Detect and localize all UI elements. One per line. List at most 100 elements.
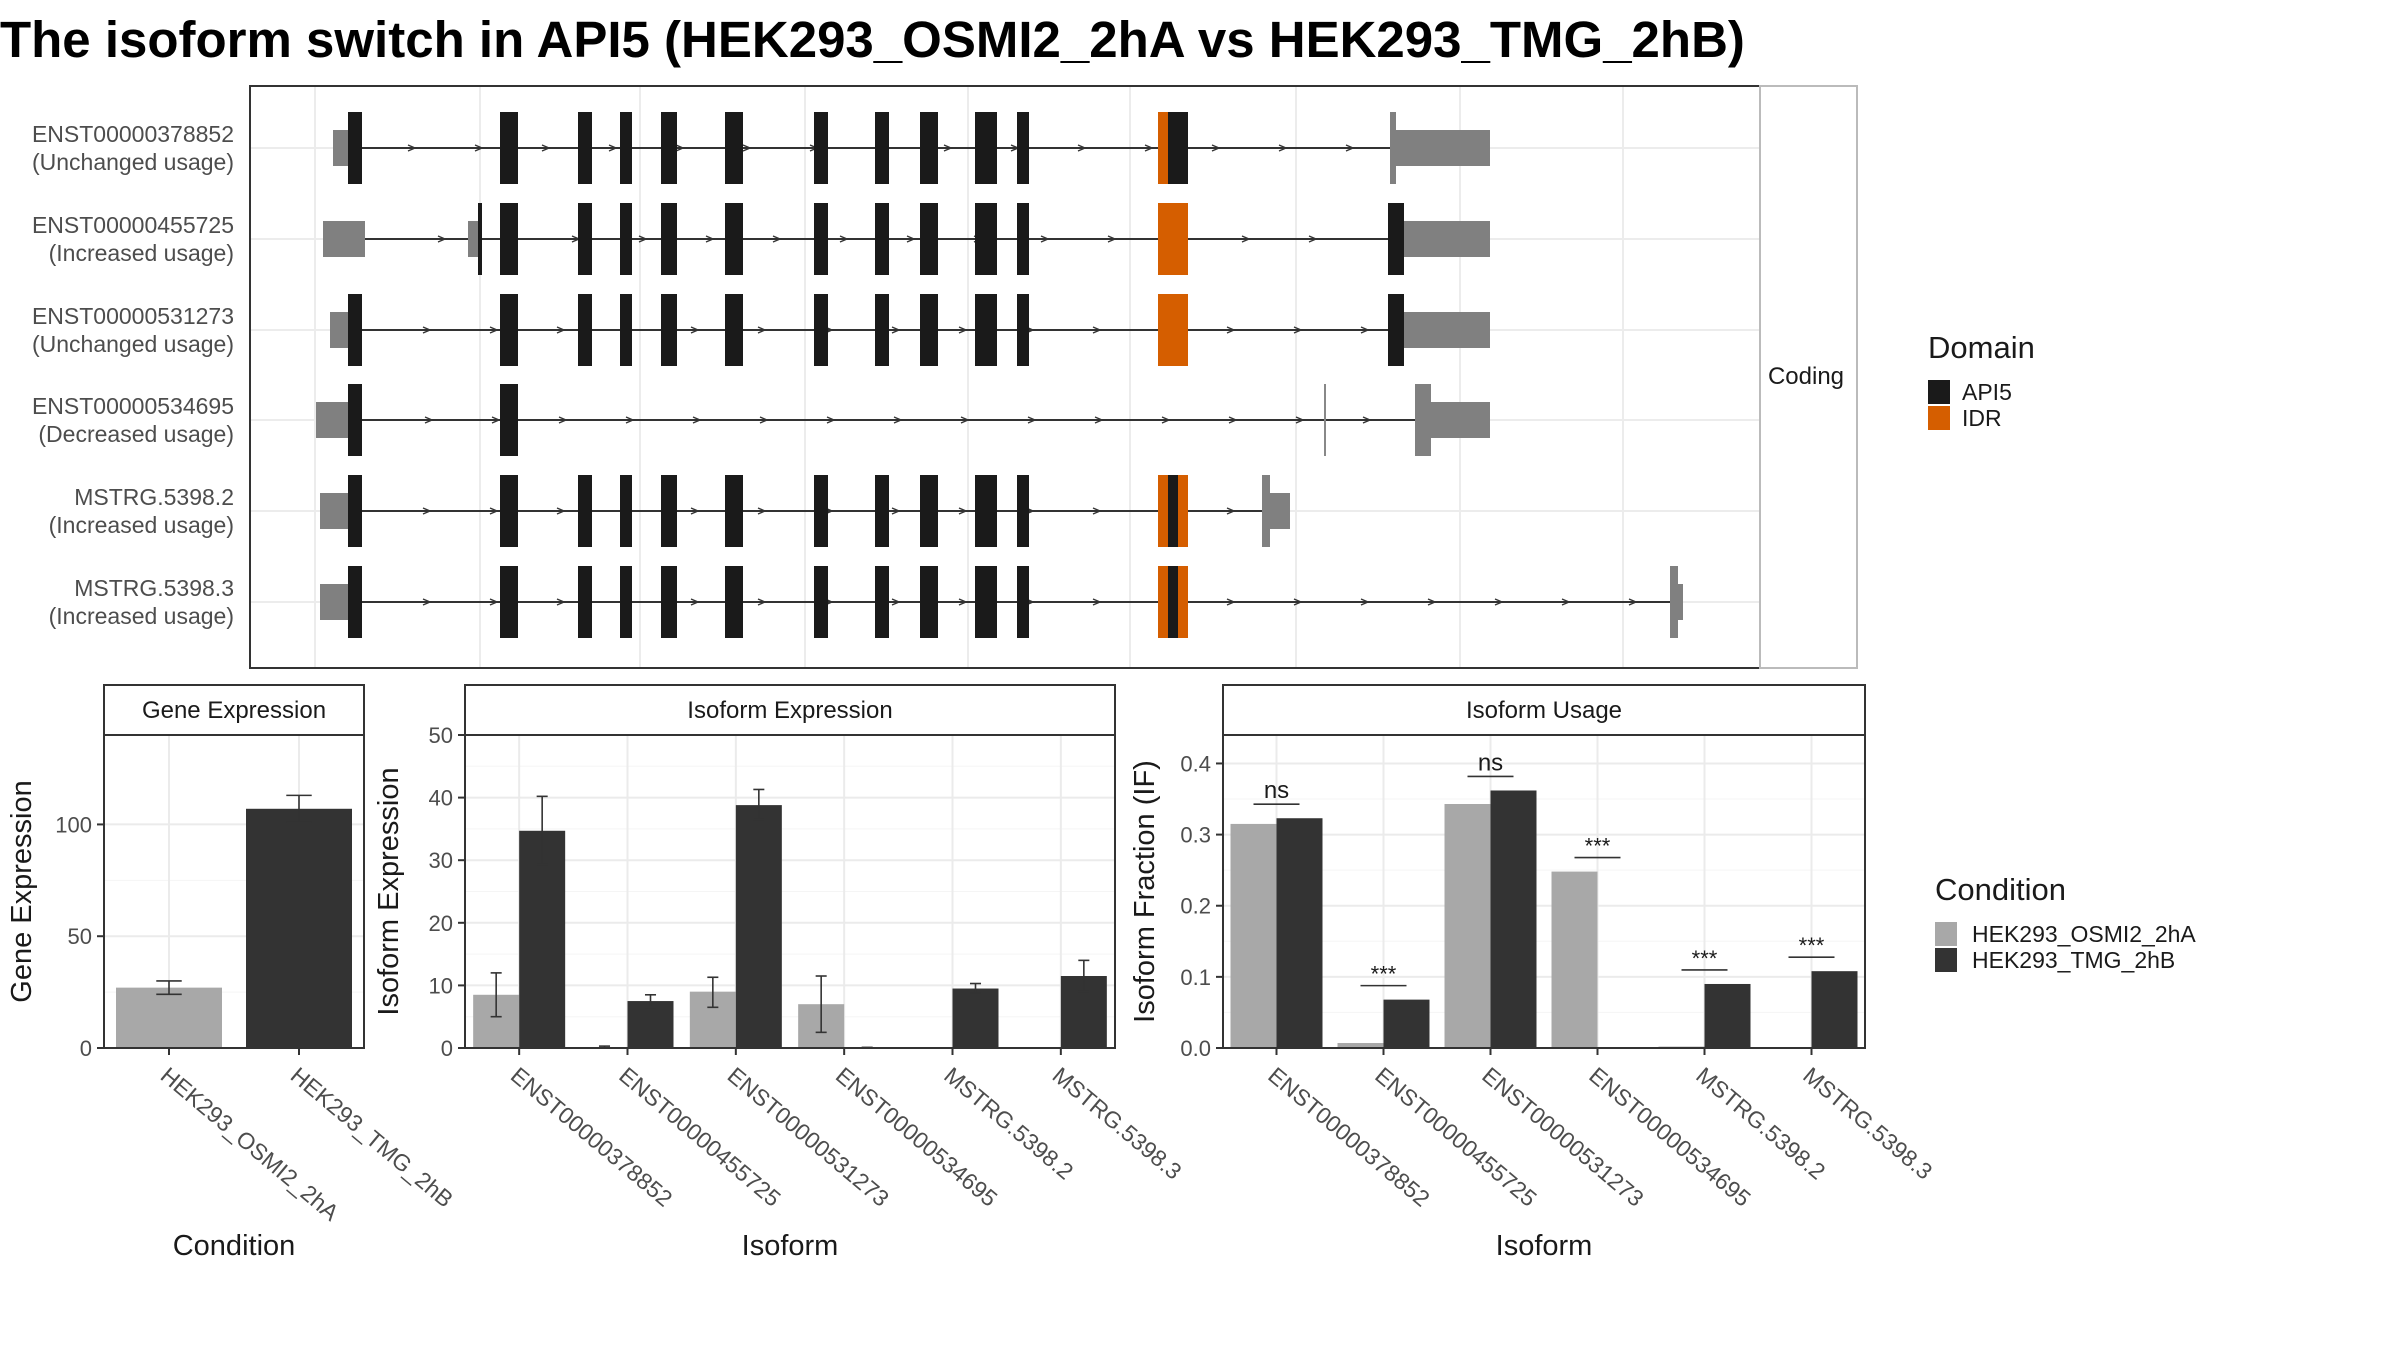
intron-arrow: [1360, 598, 1370, 606]
x-axis-title: Isoform: [1496, 1230, 1593, 1262]
intron-arrow: [1226, 507, 1236, 515]
intron-arrow: [556, 326, 566, 334]
transcript-id-label: MSTRG.5398.3: [74, 575, 234, 601]
transcript-id-label: MSTRG.5398.2: [74, 484, 234, 510]
intron-arrow: [906, 235, 916, 243]
api5-exon: [1017, 294, 1029, 366]
significance-label: ***: [1692, 946, 1718, 971]
y-tick-label: 10: [429, 973, 453, 998]
idr-exon: [1158, 112, 1170, 184]
api5-exon: [814, 112, 828, 184]
api5-exon: [875, 203, 889, 275]
x-axis-title: Isoform: [742, 1230, 839, 1262]
intron-arrow: [958, 326, 968, 334]
idr-exon: [1158, 566, 1170, 638]
utr-exon: [1415, 384, 1431, 456]
api5-exon: [578, 566, 592, 638]
structure-panel-bg: [250, 86, 1760, 668]
api5-exon: [725, 112, 743, 184]
utr-exon: [320, 493, 350, 529]
api5-exon: [725, 203, 743, 275]
intron-arrow: [1144, 144, 1154, 152]
intron-arrow: [826, 416, 836, 424]
intron-arrow: [891, 326, 901, 334]
y-axis-title: Gene Expression: [6, 780, 38, 1002]
intron-arrow: [1345, 144, 1355, 152]
api5-exon: [1017, 112, 1029, 184]
api5-exon: [875, 566, 889, 638]
bar: [1704, 983, 1751, 1048]
panel-strip-label: Isoform Expression: [687, 697, 892, 724]
api5-exon: [1017, 475, 1029, 547]
utr-exon: [1677, 584, 1683, 620]
intron-arrow: [1040, 235, 1050, 243]
intron-arrow: [1107, 235, 1117, 243]
bar: [1444, 804, 1491, 1048]
y-tick-label: 0.2: [1180, 894, 1211, 919]
api5-exon: [920, 112, 938, 184]
y-tick-label: 0.0: [1180, 1036, 1211, 1061]
panel-strip: [464, 684, 1116, 736]
api5-exon: [661, 475, 677, 547]
api5-exon: [578, 112, 592, 184]
intron-arrow: [839, 235, 849, 243]
intron-arrow: [1226, 326, 1236, 334]
y-tick-label: 0.4: [1180, 751, 1211, 776]
transcript-usage-label: (Decreased usage): [38, 421, 234, 447]
api5-exon: [875, 294, 889, 366]
bar: [627, 1001, 674, 1048]
intron-arrow: [772, 235, 782, 243]
bar: [1551, 871, 1598, 1048]
intron-arrow: [1092, 507, 1102, 515]
y-tick-label: 0: [441, 1036, 453, 1061]
isoform-usage-plot: Isoform Usage ns *** ns *** *** *** 0.0 0.1 0.2 0.…: [1129, 684, 1937, 1262]
intron-arrow: [757, 598, 767, 606]
bar: [952, 988, 999, 1048]
condition-legend-label: HEK293_TMG_2hB: [1972, 947, 2175, 973]
idr-exon: [1158, 475, 1170, 547]
api5-exon: [1388, 203, 1404, 275]
panel-border: [103, 734, 365, 1049]
domain-legend-label: API5: [1962, 379, 2012, 405]
api5-exon: [500, 566, 518, 638]
api5-exon: [725, 475, 743, 547]
y-axis-title: Isoform Expression: [373, 767, 405, 1015]
api5-exon: [1017, 566, 1029, 638]
x-axis-title: Condition: [173, 1230, 296, 1262]
intron-arrow: [742, 144, 752, 152]
api5-exon: [814, 475, 828, 547]
api5-exon: [875, 112, 889, 184]
intron-arrow: [757, 507, 767, 515]
api5-exon: [661, 203, 677, 275]
intron-arrow: [474, 144, 484, 152]
api5-exon: [478, 203, 482, 275]
intron-arrow: [675, 144, 685, 152]
utr-exon: [1404, 221, 1490, 257]
api5-exon: [1168, 566, 1178, 638]
intron-arrow: [638, 235, 648, 243]
api5-exon: [620, 566, 632, 638]
intron-arrow: [893, 416, 903, 424]
api5-exon: [1168, 475, 1178, 547]
significance-label: ***: [1585, 834, 1611, 859]
api5-exon: [348, 566, 362, 638]
intron-arrow: [1094, 416, 1104, 424]
transcript-id-label: ENST00000534695: [32, 393, 234, 419]
utr-exon: [333, 130, 350, 166]
intron-arrow: [556, 507, 566, 515]
api5-exon: [500, 294, 518, 366]
api5-exon: [578, 475, 592, 547]
transcript-id-label: ENST00000531273: [32, 303, 234, 329]
api5-exon: [875, 475, 889, 547]
figure-title-wrap: The isoform switch in API5 (HEK293_OSMI2…: [0, 8, 2400, 72]
api5-exon: [814, 294, 828, 366]
figure-title: The isoform switch in API5 (HEK293_OSMI2…: [0, 11, 1745, 68]
api5-exon: [975, 294, 997, 366]
intron-arrow: [556, 598, 566, 606]
idr-exon: [1158, 203, 1188, 275]
intron-arrow: [690, 598, 700, 606]
api5-exon: [975, 566, 997, 638]
